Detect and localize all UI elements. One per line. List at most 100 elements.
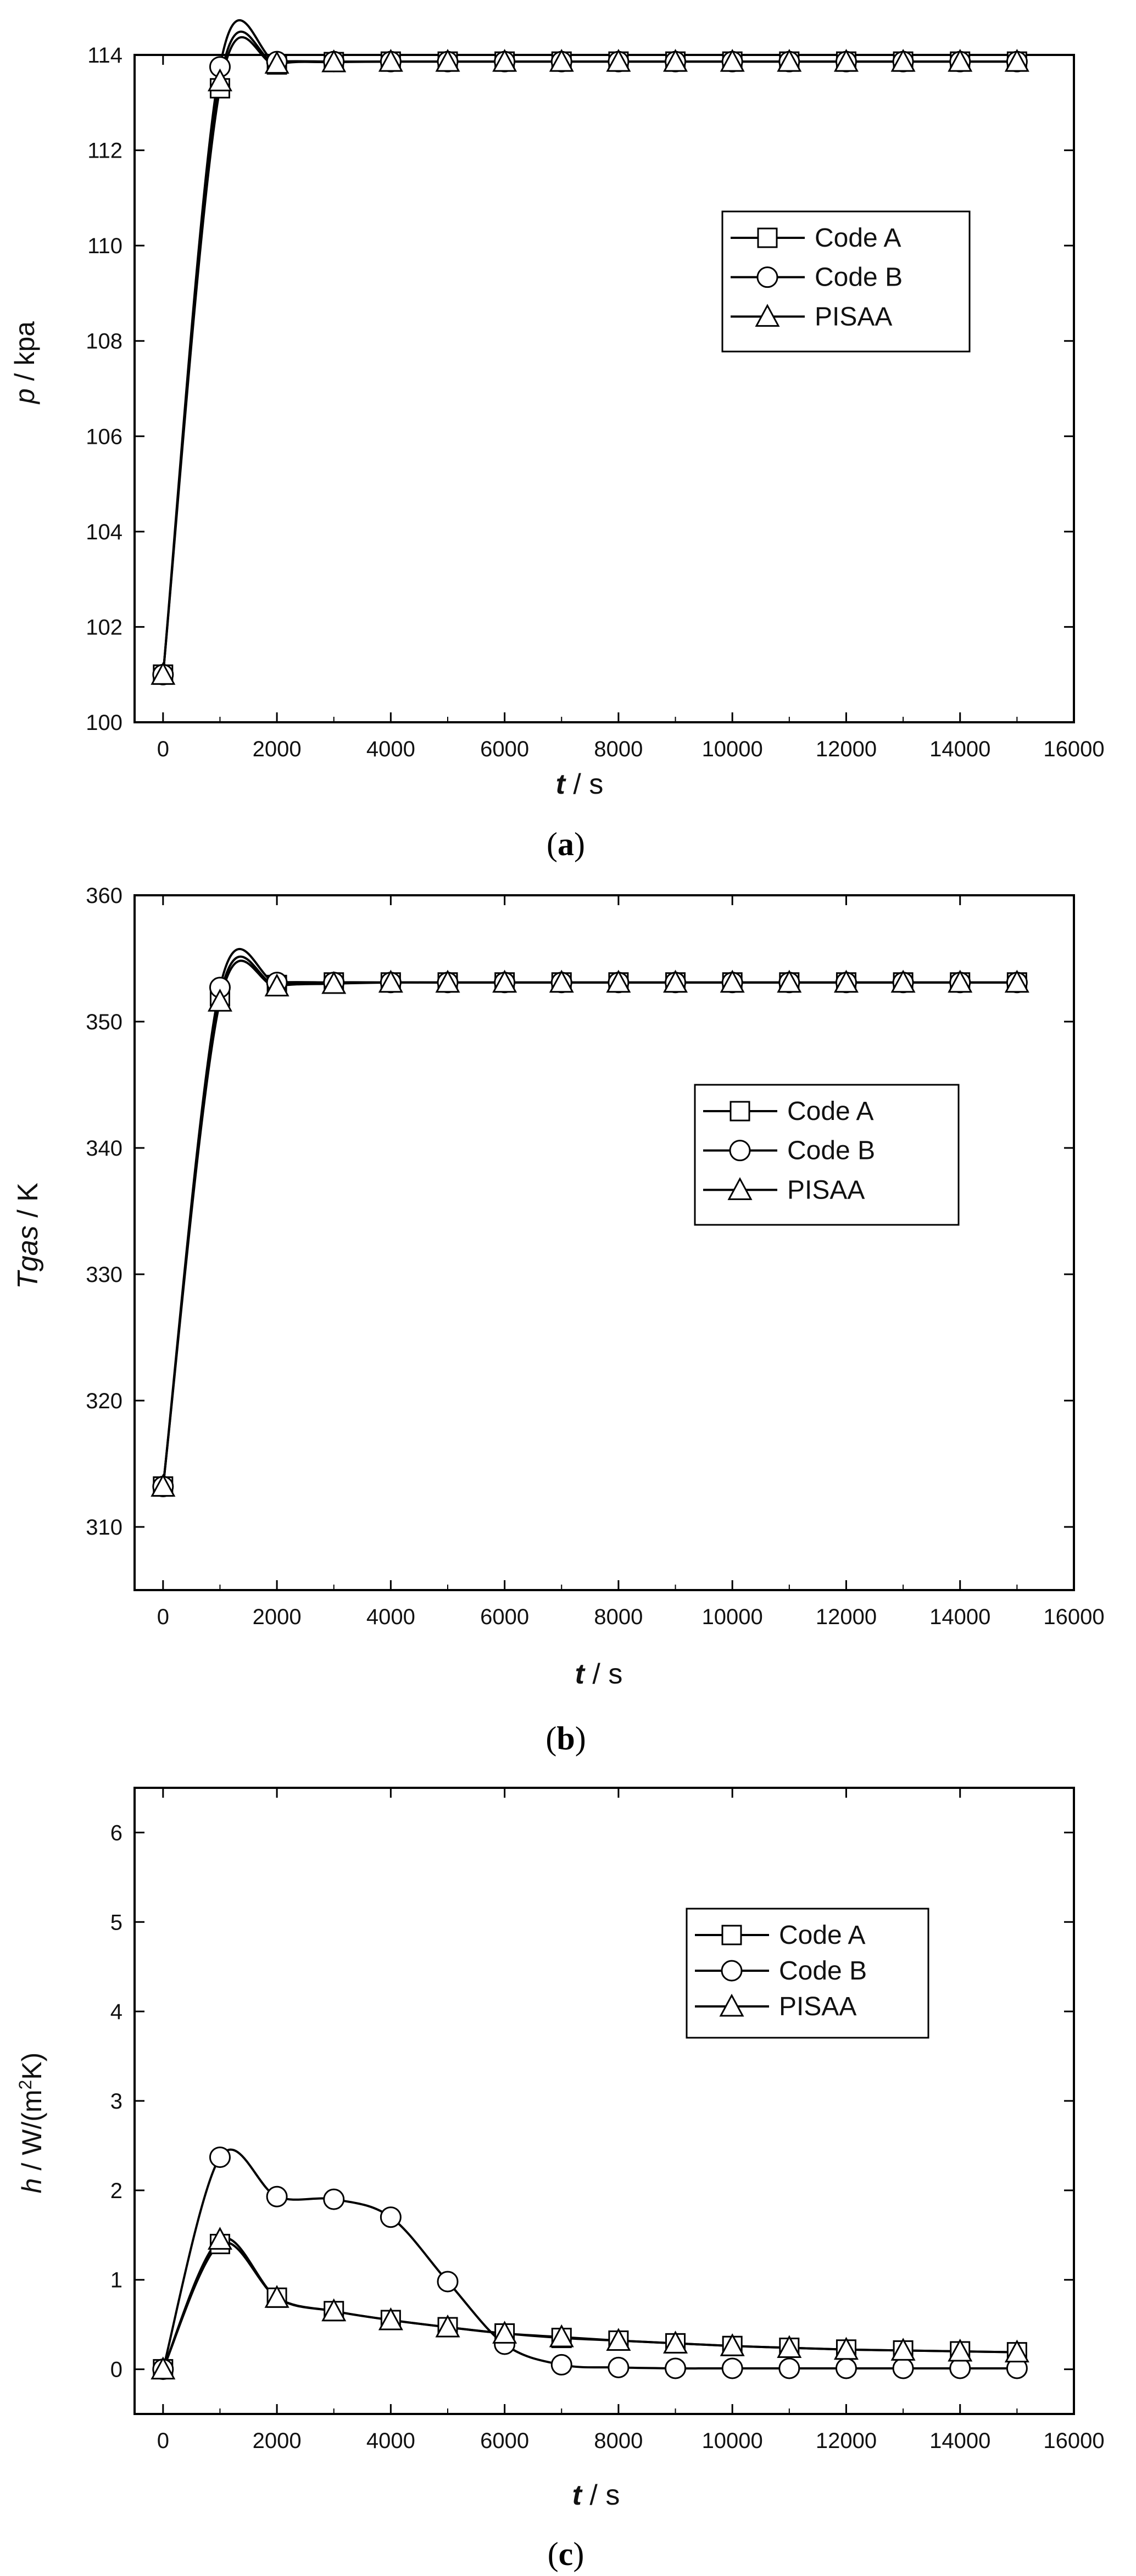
data-point-pisaa [264, 51, 289, 74]
x-tick-label: 14000 [929, 737, 990, 761]
x-tick-label: 10000 [702, 1605, 763, 1629]
legend-marker-square [730, 1101, 750, 1122]
data-point-pisaa [890, 48, 916, 72]
data-point-pisaa [151, 662, 176, 685]
data-point-code-b [380, 2206, 402, 2228]
data-point-pisaa [264, 2285, 289, 2308]
series-line-code-b [162, 2148, 1017, 2370]
legend-marker-square [757, 227, 778, 248]
x-tick-label: 4000 [366, 2429, 415, 2453]
series-line-pisaa [162, 30, 1017, 675]
legend-a: Code A Code B PISAA [721, 210, 971, 353]
data-point-code-b [323, 2188, 345, 2210]
x-tick-label: 10000 [702, 2429, 763, 2453]
chart-panel-a: 0 2000 4000 6000 8000 10000 12000 14000 16000 100… [9, 19, 1105, 862]
data-point-pisaa [720, 2333, 745, 2356]
y-tick-label: 330 [86, 1263, 122, 1287]
y-axis-label-c: h / W/(m2K) [15, 2053, 47, 2194]
data-point-pisaa [833, 48, 859, 72]
legend-label: Code B [787, 1136, 875, 1166]
x-tick-label: 8000 [594, 2429, 643, 2453]
x-tick-label: 14000 [929, 2429, 990, 2453]
chart-panel-c: 0 2000 4000 6000 8000 10000 12000 14000 16000 0 1 2… [15, 1787, 1105, 2572]
data-point-pisaa [264, 973, 289, 997]
data-point-pisaa [151, 1474, 176, 1497]
data-point-pisaa [606, 2328, 631, 2351]
x-axis-label-b: t / s [575, 1658, 623, 1690]
y-tick-label: 360 [86, 884, 122, 908]
data-point-code-b [550, 2354, 572, 2376]
x-tick-label: 8000 [594, 1605, 643, 1629]
y-tick-label: 1 [110, 2268, 122, 2293]
data-point-pisaa [663, 969, 688, 993]
x-tick-label: 0 [157, 737, 169, 761]
data-point-pisaa [549, 969, 574, 993]
data-point-pisaa [549, 48, 574, 72]
axes-c: 0 2000 4000 6000 8000 10000 12000 14000 16000 0 1 2… [110, 1788, 1105, 2453]
x-tick-label: 2000 [253, 1605, 302, 1629]
data-point-pisaa [151, 2356, 176, 2380]
legend-marker-triangle [727, 1177, 753, 1200]
x-tick-label: 12000 [816, 2429, 877, 2453]
data-point-pisaa [207, 989, 232, 1012]
data-point-code-b [892, 2357, 914, 2379]
data-point-pisaa [777, 2335, 802, 2358]
axes-a: 0 2000 4000 6000 8000 10000 12000 14000 16000 100… [86, 43, 1104, 761]
data-point-pisaa [833, 969, 859, 993]
x-tick-label: 10000 [702, 737, 763, 761]
x-tick-label: 4000 [366, 1605, 415, 1629]
data-point-pisaa [1004, 48, 1029, 72]
data-point-pisaa [833, 2337, 859, 2360]
chart-panel-b: 0 2000 4000 6000 8000 10000 12000 14000 16000 310… [12, 884, 1105, 1757]
data-point-pisaa [777, 969, 802, 993]
data-point-pisaa [378, 2307, 403, 2330]
series-markers-a [151, 48, 1029, 685]
legend-marker-square [721, 1925, 742, 1945]
panel-caption-a: (a) [547, 826, 585, 862]
data-point-code-b [835, 2357, 857, 2379]
axes-b: 0 2000 4000 6000 8000 10000 12000 14000 16000 310… [86, 884, 1104, 1629]
data-point-pisaa [777, 48, 802, 72]
y-tick-label: 320 [86, 1389, 122, 1413]
x-tick-label: 4000 [366, 737, 415, 761]
legend-marker-circle [729, 1140, 751, 1162]
data-point-pisaa [720, 969, 745, 993]
legend-label: PISAA [779, 1992, 856, 2021]
legend-marker-circle [756, 266, 778, 288]
data-point-code-b [608, 2356, 630, 2378]
data-point-code-b [778, 2357, 800, 2379]
data-point-pisaa [435, 2314, 460, 2338]
data-point-pisaa [378, 969, 403, 993]
data-point-code-b [209, 2146, 231, 2168]
plot-frame-a [133, 54, 1075, 723]
y-tick-label: 100 [86, 711, 122, 735]
y-tick-label: 350 [86, 1010, 122, 1034]
series-line-pisaa [162, 2237, 1017, 2370]
data-point-code-b [266, 2185, 288, 2207]
x-tick-label: 16000 [1043, 2429, 1104, 2453]
data-point-pisaa [378, 48, 403, 72]
y-tick-label: 108 [86, 330, 122, 354]
legend-label: Code B [815, 263, 903, 292]
series-lines-c [162, 2148, 1017, 2370]
y-tick-label: 340 [86, 1136, 122, 1161]
legend-marker-triangle [719, 1993, 744, 2017]
x-tick-label: 6000 [480, 1605, 529, 1629]
y-tick-label: 110 [87, 234, 122, 258]
panel-caption-b: (b) [545, 1720, 586, 1757]
data-point-pisaa [435, 969, 460, 993]
data-point-pisaa [663, 2330, 688, 2354]
data-point-pisaa [321, 49, 347, 73]
x-tick-label: 14000 [929, 1605, 990, 1629]
y-tick-label: 104 [86, 520, 122, 544]
x-tick-label: 12000 [816, 737, 877, 761]
x-tick-label: 6000 [480, 737, 529, 761]
legend-label: PISAA [787, 1175, 865, 1205]
data-point-code-b [721, 2357, 743, 2379]
legend-label: Code A [815, 224, 901, 253]
data-point-pisaa [890, 969, 916, 993]
x-tick-label: 12000 [816, 1605, 877, 1629]
data-point-pisaa [890, 2338, 916, 2361]
x-tick-label: 0 [157, 1605, 169, 1629]
